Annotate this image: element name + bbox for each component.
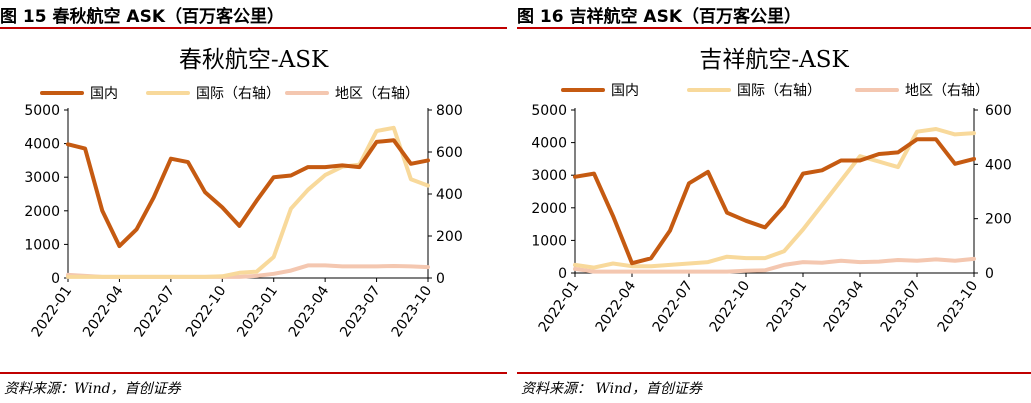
series-line-1 [573,127,976,270]
y-left-tick-label: 3000 [24,170,60,186]
x-tick-label: 2023-04 [286,283,333,340]
series-line-0 [573,137,976,266]
chart-title: 春秋航空-ASK [178,47,329,73]
x-tick-label: 2023-01 [234,283,281,340]
y-left-tick-label: 0 [558,266,567,282]
x-tick-label: 2023-10 [935,278,982,335]
legend-label: 国际（右轴） [196,86,280,102]
y-left-tick-label: 5000 [24,103,60,119]
figure-title: 图 16 吉祥航空 ASK（百万客公里） [517,7,801,27]
top-rule [0,27,507,29]
chart-title: 吉祥航空-ASK [699,47,849,73]
legend-label: 国际（右轴） [737,83,821,99]
x-tick-label: 2022-07 [650,278,697,335]
y-left-tick-label: 4000 [531,136,567,152]
y-right-tick-label: 600 [985,103,1012,119]
x-tick-label: 2023-07 [878,278,925,335]
x-tick-label: 2022-04 [593,278,640,335]
y-right-tick-label: 200 [436,229,463,245]
y-left-tick-label: 5000 [531,103,567,119]
x-tick-label: 2022-07 [131,283,178,340]
chart-panel-juneyao: 图 16 吉祥航空 ASK（百万客公里） 吉祥航空-ASK 0 1000 2000 3… [517,0,1031,403]
y-left-tick-label: 0 [51,271,60,287]
y-left-tick-label: 1000 [531,233,567,249]
y-left-tick-label: 2000 [531,201,567,217]
legend-label: 国内 [611,83,639,99]
x-tick-label: 2022-10 [183,283,230,340]
legend-label: 地区（右轴） [335,86,419,102]
y-left-tick-label: 1000 [24,237,60,253]
y-right-tick-label: 400 [985,157,1012,173]
figure-title: 图 15 春秋航空 ASK（百万客公里） [0,7,284,27]
y-left-tick-label: 2000 [24,204,60,220]
y-left-tick-label: 3000 [531,168,567,184]
x-tick-label: 2023-01 [764,278,811,335]
legend-label: 地区（右轴） [905,83,989,99]
bottom-rule [517,372,1031,374]
top-rule [517,27,1031,29]
y-right-tick-label: 400 [436,187,463,203]
source-note: 资料来源： Wind，首创证券 [521,381,703,397]
x-tick-label: 2023-10 [389,283,436,340]
y-right-tick-label: 800 [436,103,463,119]
legend-label: 国内 [90,86,118,102]
series-line-2 [573,256,976,274]
y-right-tick-label: 0 [436,271,445,287]
chart-canvas: 0 1000 2000 3000 4000 5000 0 200 400 600 800 2022-0… [24,86,463,340]
x-tick-label: 2022-04 [80,283,127,340]
x-tick-label: 2022-01 [536,278,583,335]
x-tick-label: 2022-01 [29,283,76,340]
chart-panel-spring: 图 15 春秋航空 ASK（百万客公里） 春秋航空-ASK 0 1000 2000 3… [0,0,507,403]
x-tick-label: 2023-04 [821,278,868,335]
y-left-tick-label: 4000 [24,137,60,153]
bottom-rule [0,372,507,374]
series-line-1 [66,125,430,279]
source-note: 资料来源：Wind，首创证券 [4,381,181,397]
y-right-tick-label: 0 [985,266,994,282]
x-tick-label: 2023-07 [337,283,384,340]
series-line-0 [66,138,430,249]
y-right-tick-label: 600 [436,145,463,161]
x-tick-label: 2022-10 [707,278,754,335]
y-right-tick-label: 200 [985,212,1012,228]
